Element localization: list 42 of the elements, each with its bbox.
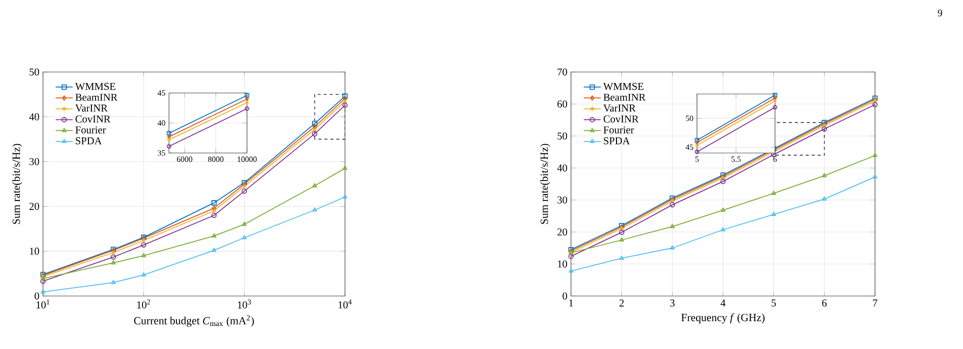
- legend-label: Fourier: [75, 126, 106, 134]
- y-tick-label: 40: [29, 113, 40, 120]
- y-tick-label: 0: [562, 292, 568, 300]
- y-tick-label: 40: [557, 164, 568, 172]
- legend-label: VarINR: [603, 104, 636, 112]
- x-axis-title: Current budget C$_{max}$ (mA$^{2}$): [134, 315, 254, 327]
- x-tick-label: 1: [569, 300, 573, 306]
- x-tick-label: 10$^{2}$: [137, 300, 150, 308]
- legend-label: Fourier: [604, 126, 634, 134]
- y-tick-label: 30: [558, 196, 568, 204]
- legend-label: WMMSE: [75, 82, 116, 90]
- legend-label: CovINR: [604, 115, 639, 123]
- y-tick-label: 10: [30, 248, 40, 255]
- legend-label: BeamINR: [604, 94, 646, 101]
- legend-label: SPDA: [76, 137, 102, 144]
- x-tick-label: 6: [822, 300, 827, 307]
- legend-label: SPDA: [604, 137, 630, 144]
- legend-label: CovINR: [76, 115, 111, 123]
- text: 9: [938, 10, 942, 16]
- legend-label: BeamINR: [75, 94, 118, 101]
- legend-label: VarINR: [75, 104, 108, 112]
- x-tick-label: 10$^{1}$: [36, 300, 50, 308]
- y-tick-label: 20: [557, 228, 568, 236]
- y-tick-label: 20: [29, 202, 40, 210]
- y-tick-label: 50: [558, 132, 568, 140]
- y-tick-label: 60: [557, 100, 568, 108]
- y-tick-label: 0: [34, 292, 40, 300]
- y-tick-label: 30: [30, 158, 40, 166]
- x-tick-label: 2: [620, 300, 624, 306]
- x-tick-label: 3: [670, 300, 675, 307]
- x-tick-label: 5: [772, 300, 776, 306]
- x-tick-label: 7: [873, 300, 878, 306]
- y-tick-label: 50: [30, 68, 40, 76]
- y-axis-title: Sum rate(bit/s/Hz): [12, 144, 22, 224]
- x-axis-title: Frequency f (GHz): [681, 313, 765, 324]
- x-tick-label: 10$^{4}$: [338, 300, 352, 308]
- x-tick-label: 10$^{3}$: [238, 300, 251, 308]
- y-axis-title: Sum rate(bit/s/Hz): [540, 144, 550, 224]
- y-tick-label: 10: [558, 260, 568, 268]
- legend-label: WMMSE: [603, 82, 644, 90]
- x-tick-label: 4: [720, 300, 726, 306]
- y-tick-label: 70: [558, 68, 568, 76]
